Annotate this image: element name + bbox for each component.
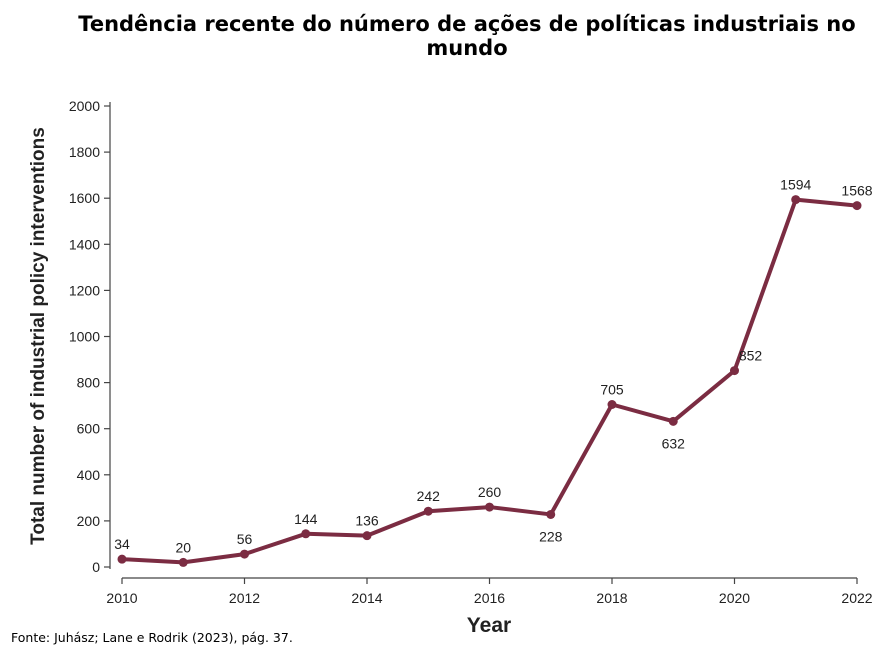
y-tick-label: 1800 — [69, 144, 100, 160]
chart-series — [117, 195, 862, 567]
y-tick-label: 800 — [77, 375, 101, 391]
data-label: 34 — [114, 536, 130, 552]
data-point — [546, 509, 556, 519]
data-label: 1594 — [780, 177, 811, 193]
chart-data-labels: 34 20 56 144 136 242 260 228 705 632 852 1594 1568 — [114, 177, 873, 556]
y-tick-label: 1200 — [69, 282, 100, 298]
data-label: 228 — [539, 528, 563, 544]
x-tick-label: 2010 — [106, 590, 137, 606]
chart-ticks: 0200400600800100012001400160018002000201… — [69, 98, 873, 606]
data-label: 56 — [237, 531, 253, 547]
x-tick-label: 2016 — [474, 590, 505, 606]
data-point — [117, 554, 127, 564]
data-label: 136 — [355, 513, 379, 529]
x-tick-label: 2022 — [841, 590, 872, 606]
data-label: 144 — [294, 511, 318, 527]
x-tick-label: 2020 — [719, 590, 750, 606]
x-axis-label: Year — [467, 614, 511, 637]
y-tick-label: 1400 — [69, 236, 100, 252]
data-point — [240, 549, 249, 559]
data-label: 242 — [417, 488, 441, 504]
data-point — [423, 506, 433, 516]
x-tick-label: 2012 — [229, 590, 260, 606]
data-label: 705 — [600, 381, 624, 397]
data-label: 1568 — [841, 183, 872, 199]
data-point — [668, 416, 678, 426]
y-tick-label: 1000 — [69, 329, 100, 345]
y-tick-label: 0 — [92, 559, 100, 575]
data-point — [485, 502, 494, 512]
data-point — [791, 195, 801, 205]
y-tick-label: 1600 — [69, 190, 100, 206]
page-title: Tendência recente do número de ações de … — [78, 12, 856, 60]
data-point — [730, 366, 739, 376]
y-tick-label: 200 — [77, 513, 101, 529]
data-label: 20 — [175, 539, 191, 555]
y-tick-label: 400 — [77, 467, 101, 483]
data-label: 260 — [478, 484, 502, 500]
data-label: 632 — [662, 435, 686, 451]
data-point — [301, 529, 311, 539]
x-tick-label: 2014 — [351, 590, 382, 606]
data-point — [178, 557, 188, 567]
data-point — [852, 201, 862, 211]
y-axis-label: Total number of industrial policy interv… — [28, 127, 49, 545]
source-note: Fonte: Juhász; Lane e Rodrik (2023), pág… — [11, 630, 293, 645]
y-tick-label: 2000 — [69, 98, 100, 114]
data-label: 852 — [739, 348, 763, 364]
data-point — [607, 399, 617, 409]
data-point — [362, 531, 372, 541]
y-tick-label: 600 — [77, 421, 101, 437]
x-tick-label: 2018 — [596, 590, 627, 606]
